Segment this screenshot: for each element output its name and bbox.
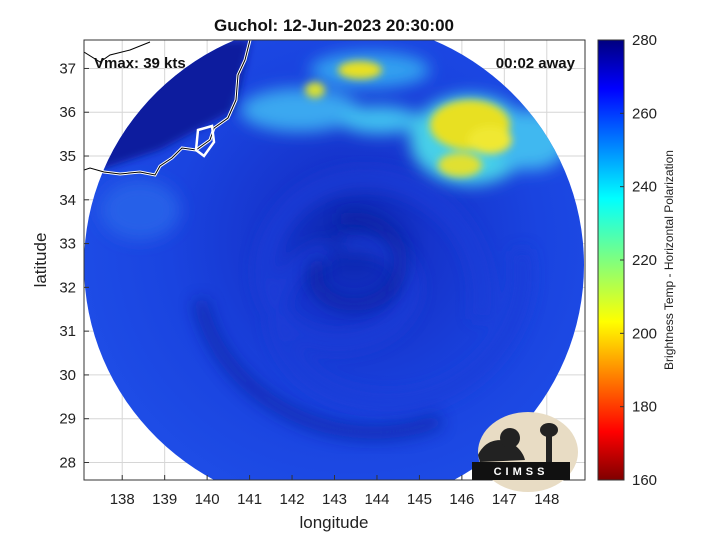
y-tick-label: 35	[59, 148, 76, 165]
y-tick-label: 31	[59, 323, 76, 340]
x-tick-label: 142	[280, 491, 305, 508]
y-tick-label: 30	[59, 367, 76, 384]
y-tick-label: 32	[59, 279, 76, 296]
colorbar-tick-label: 260	[632, 105, 657, 122]
x-tick-label: 143	[322, 491, 347, 508]
y-tick-label: 28	[59, 454, 76, 471]
x-tick-label: 146	[449, 491, 474, 508]
cimss-logo: CIMSS	[472, 412, 578, 492]
time-away-annotation: 00:02 away	[496, 55, 576, 72]
colorbar-ticks: 280 260 240 220 200 180 160	[620, 32, 657, 489]
y-tick-label: 33	[59, 236, 76, 253]
x-tick-label: 145	[407, 491, 432, 508]
x-tick-label: 139	[152, 491, 177, 508]
colorbar-label: Brightness Temp - Horizontal Polarizatio…	[662, 150, 676, 370]
y-tick-label: 34	[59, 192, 76, 209]
axis-ticks: 138 139 140 141 142 143 144 145 146 147 148 28 29 30 3…	[59, 60, 559, 508]
colorbar-tick-label: 220	[632, 252, 657, 269]
colorbar-tick-label: 240	[632, 179, 657, 196]
x-tick-label: 147	[492, 491, 517, 508]
colorbar-tick-label: 160	[632, 472, 657, 489]
vmax-annotation: Vmax: 39 kts	[94, 55, 186, 72]
x-axis-label: longitude	[299, 513, 368, 532]
colorbar-tick-label: 280	[632, 32, 657, 49]
colorbar-tick-label: 180	[632, 399, 657, 416]
logo-text: CIMSS	[494, 466, 549, 478]
chart-title: Guchol: 12-Jun-2023 20:30:00	[214, 16, 454, 35]
x-tick-label: 138	[110, 491, 135, 508]
y-tick-label: 36	[59, 104, 76, 121]
colorbar	[597, 39, 625, 481]
x-tick-label: 141	[237, 491, 262, 508]
y-tick-label: 29	[59, 411, 76, 428]
x-tick-label: 140	[195, 491, 220, 508]
x-tick-label: 148	[534, 491, 559, 508]
y-tick-label: 37	[59, 60, 76, 77]
x-tick-label: 144	[364, 491, 389, 508]
colorbar-tick-label: 200	[632, 325, 657, 342]
y-axis-label: latitude	[31, 233, 50, 288]
